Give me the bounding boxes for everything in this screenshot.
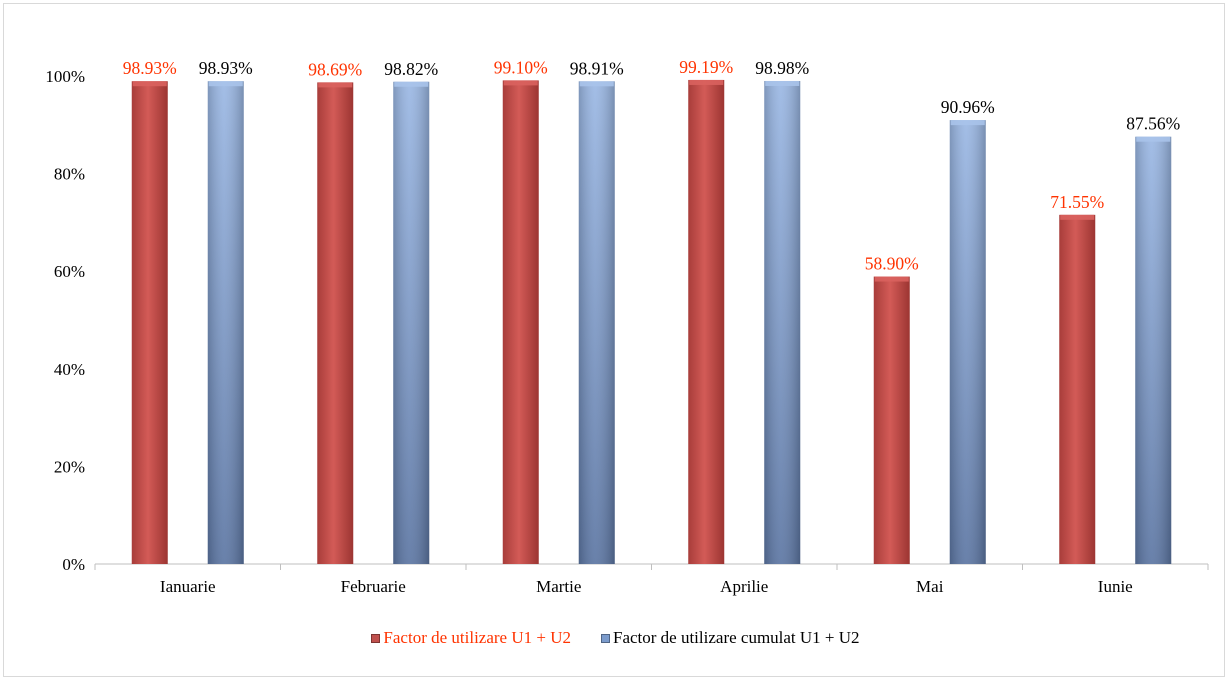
y-tick-label: 100% [45,67,85,86]
bar-cap [394,81,429,87]
bar-cap [132,81,167,87]
x-tick-label: Februarie [341,577,406,596]
bar-cap [208,81,243,87]
bar-shade [207,81,244,564]
legend: Factor de utilizare U1 + U2 Factor de ut… [0,628,1231,648]
bar [873,276,910,564]
bar-cap [503,80,538,86]
data-labels: 98.93% 98.93% 98.69% 98.82% 99.10% 98.91% 99.1… [123,57,1180,274]
bar-cap [874,276,909,282]
data-label: 99.10% [494,57,548,77]
y-tick-label: 20% [54,457,85,476]
x-tick-label: Martie [536,577,581,596]
legend-item-series-2: Factor de utilizare cumulat U1 + U2 [600,628,860,648]
bar [502,80,539,564]
data-label: 98.98% [755,58,809,78]
bar-cap [579,81,614,87]
data-label: 99.19% [679,57,733,77]
legend-item-series-1: Factor de utilizare U1 + U2 [371,628,571,648]
data-label: 90.96% [941,97,995,117]
legend-swatch-red [371,633,381,643]
bar-shade [949,120,986,564]
bar-shade [393,81,430,565]
x-tick-label: Mai [916,577,944,596]
bar [1059,214,1096,564]
axes: 0% 20% 40% 60% 80% 100% Ianuarie Februarie Marti… [45,67,1209,596]
legend-label-series-1: Factor de utilizare U1 + U2 [383,628,571,647]
data-label: 98.93% [199,58,253,78]
bar-cap [950,120,985,126]
data-label: 98.69% [308,59,362,79]
bar [131,81,168,564]
data-label: 98.82% [384,59,438,79]
y-tick-label: 0% [62,555,85,574]
bar-cap [1136,136,1171,142]
x-tick-label: Aprilie [720,577,768,596]
y-tick-label: 80% [54,165,85,184]
x-tick-label: Ianuarie [160,577,216,596]
data-label: 58.90% [865,254,919,274]
bar-cap [689,79,724,85]
bars [131,79,1172,565]
data-label: 98.91% [570,58,624,78]
data-label: 87.56% [1126,114,1180,134]
bar-shade [578,81,615,564]
bar-cap [1060,214,1095,220]
bar [688,79,725,565]
legend-label-series-2: Factor de utilizare cumulat U1 + U2 [612,628,860,647]
x-tick-label: Iunie [1098,577,1133,596]
y-tick-label: 40% [54,360,85,379]
bar-cap [765,80,800,86]
bar-shade [764,80,801,564]
data-label: 98.93% [123,58,177,78]
data-label: 71.55% [1050,192,1104,212]
bar-cap [318,82,353,88]
bar [317,82,354,565]
legend-swatch-blue [600,633,610,643]
y-tick-label: 60% [54,262,85,281]
bar-shade [1135,136,1172,564]
